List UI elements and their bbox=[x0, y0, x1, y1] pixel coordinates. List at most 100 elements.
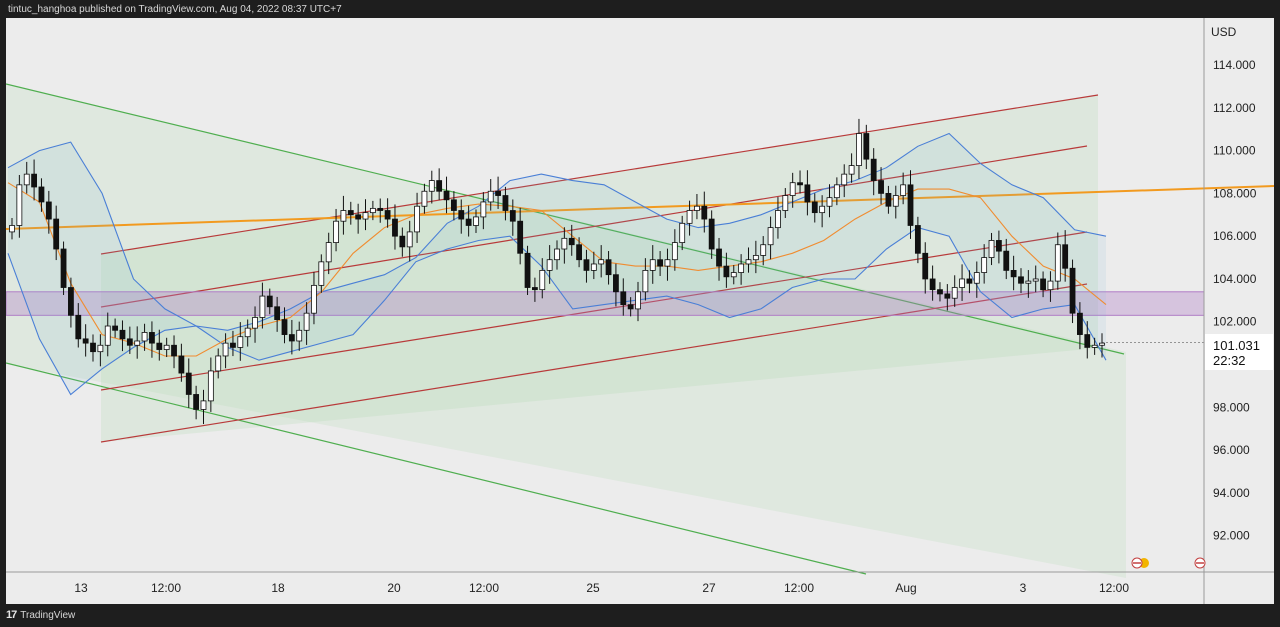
candle-body bbox=[576, 244, 582, 261]
candle-body bbox=[274, 306, 281, 320]
candle-body bbox=[266, 295, 273, 308]
price-tick-label: 92.000 bbox=[1213, 529, 1250, 543]
candle-body bbox=[671, 242, 678, 261]
candle-body bbox=[590, 263, 597, 271]
candle-body bbox=[1018, 276, 1024, 284]
candle-body bbox=[546, 259, 553, 271]
candle-body bbox=[870, 158, 877, 181]
candle-body bbox=[649, 259, 656, 271]
red-channel-line-0 bbox=[100, 94, 1099, 255]
candle-body bbox=[789, 182, 796, 196]
candle-body bbox=[207, 370, 214, 402]
candle-body bbox=[848, 165, 855, 175]
candle-body bbox=[9, 225, 15, 233]
candle-body bbox=[406, 231, 413, 248]
candle-body bbox=[1010, 270, 1017, 278]
candle-body bbox=[495, 190, 501, 196]
candle-body bbox=[620, 291, 627, 306]
candle-body bbox=[53, 218, 60, 250]
candle-body bbox=[23, 173, 30, 186]
moving-average bbox=[7, 182, 1107, 357]
candle-body bbox=[215, 355, 222, 372]
candle-body bbox=[760, 244, 767, 256]
us-flag-icon[interactable] bbox=[1194, 557, 1206, 569]
time-tick-label: 12:00 bbox=[151, 581, 181, 595]
candle-body bbox=[333, 220, 339, 243]
candle-body bbox=[797, 182, 803, 186]
candle-body bbox=[539, 270, 546, 291]
green-channel-fill bbox=[6, 84, 1126, 578]
candle-body bbox=[200, 400, 207, 410]
chart-svg[interactable]: USD 114.000112.000110.000108.000106.0001… bbox=[6, 18, 1274, 604]
time-tick-label: 27 bbox=[702, 581, 716, 595]
candle-body bbox=[605, 259, 612, 276]
candle-body bbox=[988, 240, 995, 258]
candle-body bbox=[811, 201, 818, 214]
candle-body bbox=[347, 210, 354, 216]
candle-body bbox=[156, 342, 163, 350]
candle-body bbox=[97, 344, 104, 353]
candle-body bbox=[185, 372, 192, 395]
candle-body bbox=[686, 210, 693, 224]
candle-body bbox=[826, 197, 833, 207]
candle-body bbox=[856, 133, 862, 166]
candle-body bbox=[922, 252, 929, 280]
candle-body bbox=[885, 192, 892, 207]
time-tick-label: 25 bbox=[586, 581, 600, 595]
candle-body bbox=[892, 195, 899, 207]
candle-body bbox=[163, 344, 170, 350]
chart-panel[interactable]: USD 114.000 112.000 110.000 108.000 106.000 1… bbox=[6, 18, 1274, 604]
candle-body bbox=[421, 190, 428, 207]
economic-event-flag-icon[interactable] bbox=[1131, 557, 1149, 569]
candle-body bbox=[178, 355, 185, 374]
price-tick-label: 110.000 bbox=[1213, 144, 1256, 158]
candle-body bbox=[1069, 267, 1076, 314]
candle-body bbox=[981, 257, 988, 273]
candle-body bbox=[914, 225, 921, 254]
bar-countdown: 22:32 bbox=[1213, 353, 1246, 368]
candle-body bbox=[716, 248, 722, 267]
candle-body bbox=[900, 184, 907, 196]
candle-body bbox=[450, 199, 457, 211]
red-channel-line-3 bbox=[100, 283, 1088, 443]
candle-body bbox=[775, 210, 781, 229]
publish-header: tintuc_hanghoa published on TradingView.… bbox=[8, 4, 342, 15]
currency-label: USD bbox=[1211, 25, 1237, 39]
candle-body bbox=[1040, 278, 1046, 291]
candle-body bbox=[45, 201, 52, 220]
candle-body bbox=[524, 252, 531, 288]
candle-body bbox=[959, 278, 965, 288]
drawing-layer bbox=[6, 83, 1274, 578]
price-tick-label: 108.000 bbox=[1213, 186, 1257, 200]
candle-body bbox=[428, 180, 435, 192]
time-axis[interactable]: 13 12:00 18 20 12:00 25 27 12:00 Aug 3 12:00 bbox=[74, 581, 1129, 595]
price-tick-label: 112.000 bbox=[1213, 101, 1256, 115]
candle-body bbox=[561, 237, 568, 250]
footer-branding[interactable]: 17 TradingView bbox=[6, 606, 75, 624]
candles-layer bbox=[9, 118, 1105, 425]
candle-body bbox=[1047, 280, 1054, 291]
price-tick-label: 106.000 bbox=[1213, 229, 1257, 243]
candle-body bbox=[657, 259, 664, 267]
price-axis[interactable]: 114.000 112.000 110.000 108.000 106.000 104.0… bbox=[1213, 58, 1257, 543]
candle-body bbox=[355, 214, 362, 220]
candle-body bbox=[480, 201, 487, 218]
candle-body bbox=[31, 173, 37, 188]
candle-body bbox=[664, 259, 671, 267]
candle-body bbox=[1025, 280, 1032, 284]
candle-body bbox=[230, 342, 236, 348]
candle-body bbox=[16, 184, 23, 226]
candle-body bbox=[443, 190, 450, 201]
time-tick-label: 3 bbox=[1020, 581, 1027, 595]
candle-body bbox=[362, 212, 369, 220]
candle-body bbox=[281, 319, 288, 335]
candle-body bbox=[863, 133, 870, 160]
price-tick-label: 104.000 bbox=[1213, 272, 1257, 286]
candle-body bbox=[613, 274, 619, 293]
candle-body bbox=[119, 329, 126, 340]
candle-body bbox=[804, 184, 811, 203]
candle-body bbox=[598, 259, 605, 265]
last-price-box bbox=[1205, 334, 1273, 370]
price-tick-label: 98.000 bbox=[1213, 400, 1250, 414]
tradingview-brand: TradingView bbox=[20, 609, 76, 621]
